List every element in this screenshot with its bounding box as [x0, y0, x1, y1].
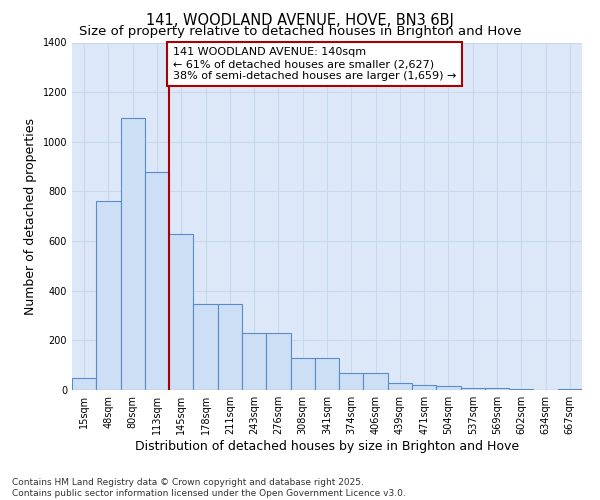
- Bar: [145, 172, 169, 390]
- Bar: [266, 333, 290, 390]
- Bar: [290, 358, 315, 390]
- Text: 141, WOODLAND AVENUE, HOVE, BN3 6BJ: 141, WOODLAND AVENUE, HOVE, BN3 6BJ: [146, 12, 454, 28]
- Y-axis label: Number of detached properties: Number of detached properties: [24, 118, 37, 315]
- Bar: [96, 202, 121, 390]
- Text: Size of property relative to detached houses in Brighton and Hove: Size of property relative to detached ho…: [79, 25, 521, 38]
- Bar: [242, 333, 266, 390]
- Text: Contains HM Land Registry data © Crown copyright and database right 2025.
Contai: Contains HM Land Registry data © Crown c…: [12, 478, 406, 498]
- Bar: [558, 389, 582, 390]
- Bar: [364, 372, 388, 390]
- Bar: [509, 389, 533, 390]
- X-axis label: Distribution of detached houses by size in Brighton and Hove: Distribution of detached houses by size …: [135, 440, 519, 453]
- Bar: [485, 388, 509, 390]
- Bar: [121, 118, 145, 390]
- Bar: [436, 386, 461, 390]
- Bar: [193, 304, 218, 390]
- Bar: [315, 358, 339, 390]
- Text: 141 WOODLAND AVENUE: 140sqm
← 61% of detached houses are smaller (2,627)
38% of : 141 WOODLAND AVENUE: 140sqm ← 61% of det…: [173, 48, 456, 80]
- Bar: [339, 372, 364, 390]
- Bar: [72, 378, 96, 390]
- Bar: [412, 385, 436, 390]
- Bar: [169, 234, 193, 390]
- Bar: [388, 382, 412, 390]
- Bar: [461, 388, 485, 390]
- Bar: [218, 304, 242, 390]
